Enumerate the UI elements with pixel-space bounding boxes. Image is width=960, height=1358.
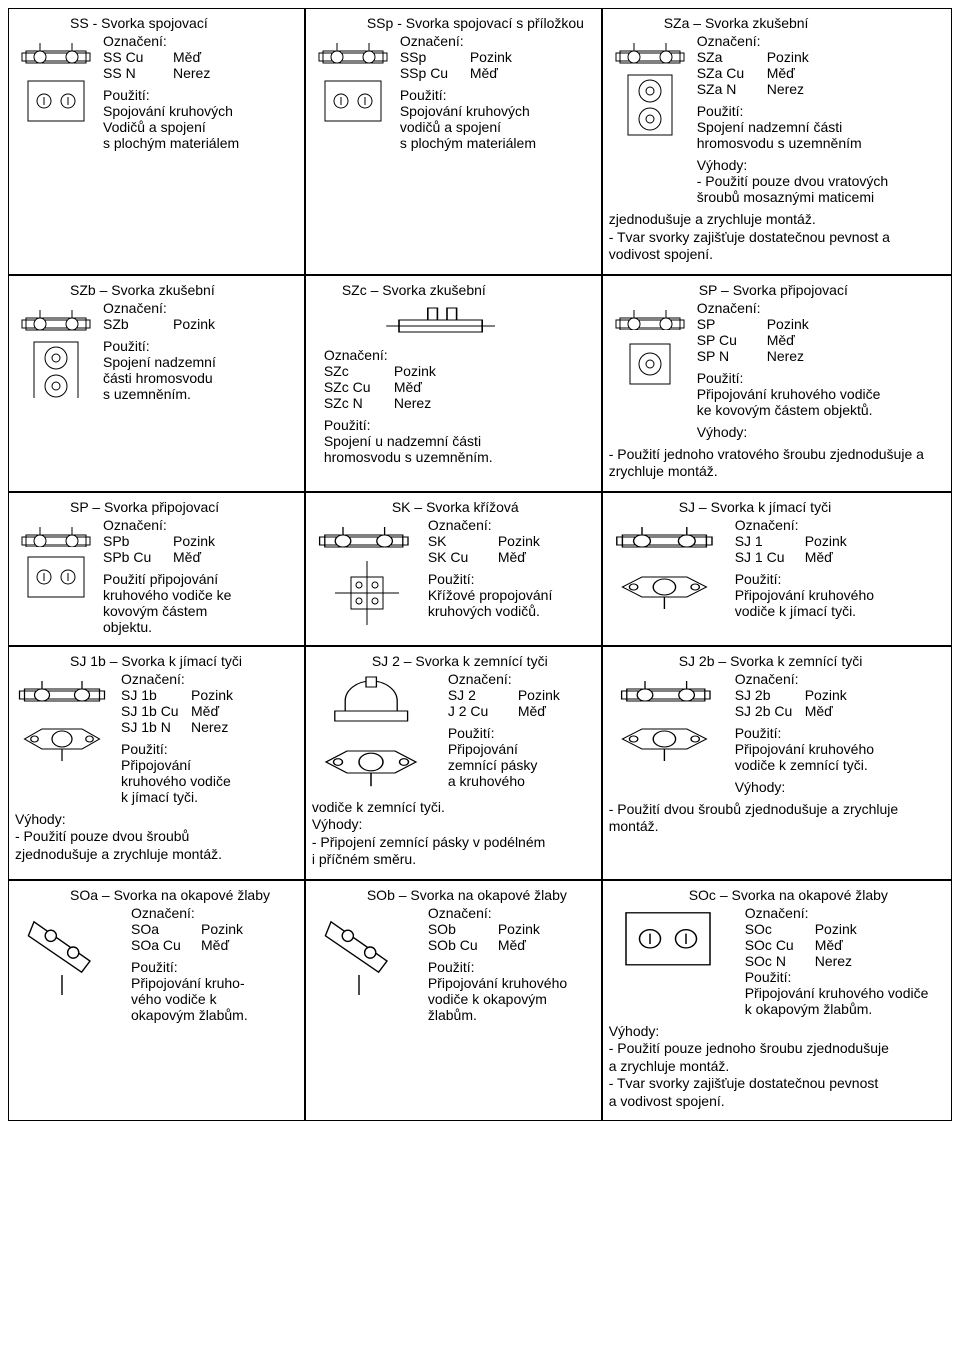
cell-sj2b: SJ 2b – Svorka k zemnící tyči Označení: … [602, 646, 952, 880]
cell-szc: SZc – Svorka zkušební Označení: SZcPozin… [305, 275, 602, 492]
diagram-icon [312, 300, 595, 347]
cell-soa: SOa – Svorka na okapové žlaby Označení: … [8, 880, 305, 1122]
oz-header: Označení: [103, 33, 298, 49]
diagram-icon [15, 905, 125, 1023]
diagram-icon [609, 517, 729, 619]
use-text: Spojování kruhových Vodičů a spojení s p… [103, 103, 298, 151]
diagram-icon [15, 300, 97, 402]
title: SS - Svorka spojovací [15, 15, 298, 31]
cell-spb: SP – Svorka připojovací Označení: SPbPoz… [8, 492, 305, 646]
cell-szb: SZb – Svorka zkušební Označení: SZbPozin… [8, 275, 305, 492]
diagram-icon [312, 671, 442, 793]
cell-sj: SJ – Svorka k jímací tyči Označení: SJ 1… [602, 492, 952, 646]
diagram-icon [15, 671, 115, 805]
cell-soc: SOc – Svorka na okapové žlaby Označení: … [602, 880, 952, 1122]
cell-ss: SS - Svorka spojovací Označení: SS CuMěď… [8, 8, 305, 275]
diagram-icon [312, 517, 422, 629]
cell-ssp: SSp - Svorka spojovací s příložkou Označ… [305, 8, 602, 275]
catalog-grid: SS - Svorka spojovací Označení: SS CuMěď… [8, 8, 952, 1121]
cell-sza: SZa – Svorka zkušební Označení: SZaPozin… [602, 8, 952, 275]
diagram-icon [609, 671, 729, 795]
diagram-icon [312, 33, 394, 151]
cell-sj2: SJ 2 – Svorka k zemnící tyči Označení: S… [305, 646, 602, 880]
diagram-icon [312, 905, 422, 1023]
cell-sj1b: SJ 1b – Svorka k jímací tyči Označení: S… [8, 646, 305, 880]
cell-sob: SOb – Svorka na okapové žlaby Označení: … [305, 880, 602, 1122]
diagram-icon [15, 33, 97, 151]
cell-sp: SP – Svorka připojovací Označení: SPPozi… [602, 275, 952, 492]
diagram-icon [609, 905, 739, 1017]
diagram-icon [609, 33, 691, 205]
diagram-icon [15, 517, 97, 635]
diagram-icon [609, 300, 691, 440]
cell-sk: SK – Svorka křížová Označení: SKPozink S… [305, 492, 602, 646]
